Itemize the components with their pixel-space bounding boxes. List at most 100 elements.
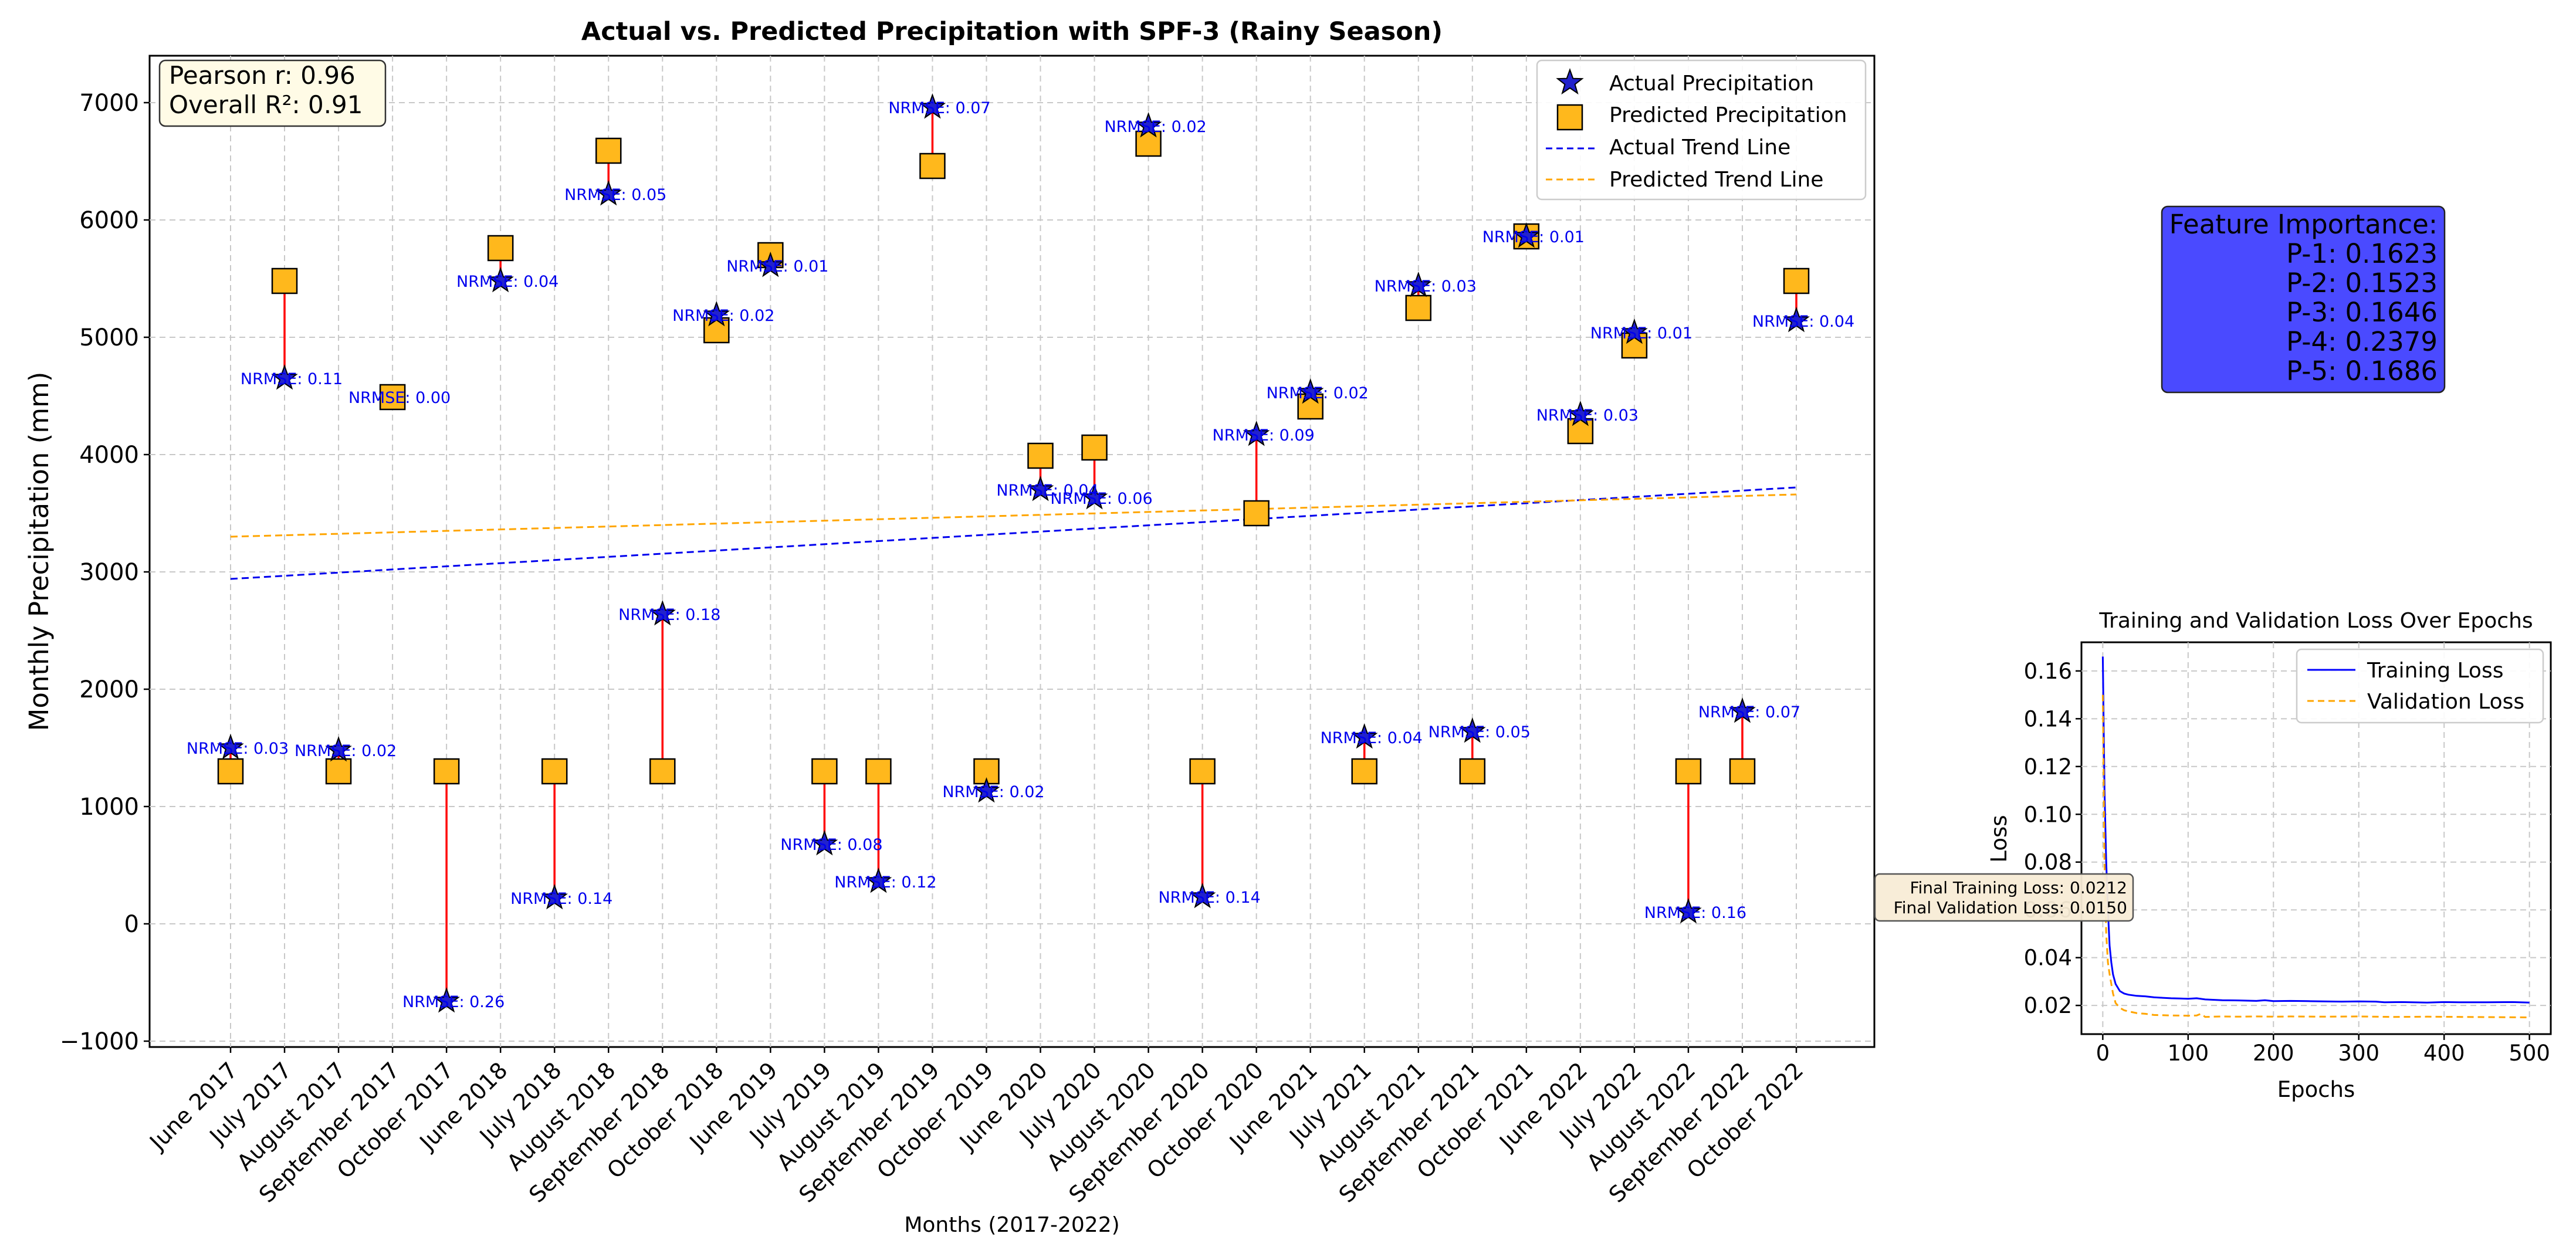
main-y-tick-label: 7000 <box>79 90 139 117</box>
actual-marker <box>1135 112 1162 138</box>
nrmse-label: NRMSE: 0.08 <box>780 836 882 854</box>
nrmse-label: NRMSE: 0.03 <box>187 740 289 758</box>
legend-actual-label: Actual Precipitation <box>1609 72 1814 96</box>
validation-loss-line <box>2101 694 2530 1018</box>
actual-marker <box>1297 378 1324 404</box>
nrmse-label: NRMSE: 0.26 <box>402 993 505 1011</box>
loss-chart: Training and Validation Loss Over Epochs… <box>1874 609 2552 1102</box>
feature-importance-item: P-5: 0.1686 <box>2286 355 2438 387</box>
feature-importance-background <box>2161 205 2446 394</box>
actual-marker <box>1404 272 1432 297</box>
actual-marker <box>1621 319 1648 344</box>
actual-marker <box>1729 697 1756 723</box>
nrmse-label: NRMSE: 0.04 <box>1321 729 1423 747</box>
feature-importance-item: P-1: 0.1623 <box>2286 238 2438 269</box>
final-loss-background <box>1874 873 2134 922</box>
loss-legend: Training Loss Validation Loss <box>2296 648 2544 724</box>
loss-y-tick-label: 0.16 <box>2024 659 2072 684</box>
feature-importance-item: P-3: 0.1646 <box>2286 297 2438 328</box>
nrmse-label: NRMSE: 0.01 <box>1590 324 1692 343</box>
predicted-trend-line <box>230 493 1797 538</box>
actual-marker <box>541 884 568 910</box>
loss-x-tick-label: 400 <box>2423 1041 2465 1066</box>
predicted-marker <box>325 758 352 785</box>
predicted-marker <box>595 137 622 164</box>
main-y-tick-label: 3000 <box>79 559 139 586</box>
nrmse-label: NRMSE: 0.01 <box>1482 228 1585 246</box>
main-chart: Actual vs. Predicted Precipitation with … <box>23 17 1876 1237</box>
actual-marker <box>1189 883 1216 909</box>
feature-importance-item: P-4: 0.2379 <box>2286 326 2438 357</box>
legend-predicted-label: Predicted Precipitation <box>1609 103 1847 127</box>
predicted-marker <box>1027 442 1054 469</box>
predicted-marker <box>865 758 892 785</box>
predicted-marker <box>217 758 244 785</box>
nrmse-label: NRMSE: 0.03 <box>1536 406 1639 425</box>
actual-marker <box>1513 222 1540 248</box>
actual-marker <box>1081 483 1108 510</box>
nrmse-label: NRMSE: 0.14 <box>1158 889 1260 907</box>
legend-actual-trend-label: Actual Trend Line <box>1609 135 1790 160</box>
legend-square-icon <box>1556 104 1583 131</box>
actual-marker <box>271 364 298 390</box>
loss-chart-title: Training and Validation Loss Over Epochs <box>2098 609 2533 633</box>
main-y-tick-label: 0 <box>124 911 139 938</box>
predicted-marker <box>541 758 568 785</box>
nrmse-label: NRMSE: 0.02 <box>942 783 1044 801</box>
predicted-marker <box>1081 434 1108 461</box>
pearson-r-text: Pearson r: 0.96 <box>169 61 356 90</box>
actual-markers <box>217 93 1810 1013</box>
actual-marker <box>649 600 676 626</box>
main-y-tick-label: −1000 <box>60 1028 139 1055</box>
actual-marker <box>1458 717 1486 743</box>
predicted-marker <box>1243 500 1270 527</box>
nrmse-label: NRMSE: 0.07 <box>1698 703 1800 721</box>
predicted-marker <box>1675 758 1702 785</box>
nrmse-label: NRMSE: 0.07 <box>888 99 990 117</box>
legend-predicted-trend-label: Predicted Trend Line <box>1609 168 1823 192</box>
nrmse-label: NRMSE: 0.04 <box>996 482 1098 500</box>
legend-training-label: Training Loss <box>2367 659 2503 683</box>
feature-importance-item: P-2: 0.1523 <box>2286 267 2438 299</box>
nrmse-label: NRMSE: 0.02 <box>1104 118 1206 136</box>
predicted-marker <box>1459 758 1486 785</box>
main-y-tick-label: 1000 <box>79 794 139 821</box>
nrmse-label: NRMSE: 0.02 <box>1267 384 1369 402</box>
legend-validation-label: Validation Loss <box>2367 690 2524 714</box>
main-y-ticks: −1000 0 1000 2000 3000 4000 5000 6000 7000 <box>60 90 150 1055</box>
loss-series <box>2101 656 2530 1018</box>
actual-marker <box>1243 421 1270 446</box>
actual-marker <box>703 301 730 327</box>
loss-x-tick-label: 300 <box>2338 1041 2379 1066</box>
main-legend-box <box>1536 59 1867 201</box>
feature-importance-title: Feature Importance: <box>2169 209 2438 240</box>
main-chart-title: Actual vs. Predicted Precipitation with … <box>581 17 1443 46</box>
nrmse-label: NRMSE: 0.16 <box>1644 904 1746 922</box>
predicted-marker <box>919 153 946 179</box>
predicted-marker <box>379 384 406 411</box>
trend-lines <box>230 486 1797 580</box>
predicted-marker <box>1135 130 1162 157</box>
predicted-marker <box>1729 758 1756 785</box>
predicted-marker <box>1405 294 1432 321</box>
loss-x-tick-label: 100 <box>2168 1041 2209 1066</box>
main-y-tick-label: 4000 <box>79 442 139 469</box>
nrmse-label: NRMSE: 0.02 <box>672 307 774 325</box>
actual-marker <box>487 267 514 293</box>
predicted-marker <box>1783 267 1810 294</box>
main-legend: Actual Precipitation Predicted Precipita… <box>1536 59 1867 201</box>
actual-marker <box>1350 723 1378 749</box>
training-loss-line <box>2101 656 2530 1004</box>
loss-x-tick-label: 200 <box>2253 1041 2294 1066</box>
nrmse-label: NRMSE: 0.05 <box>564 186 666 204</box>
loss-x-tick-label: 500 <box>2509 1041 2550 1066</box>
actual-marker <box>973 777 1000 803</box>
actual-marker <box>1027 476 1054 502</box>
nrmse-labels: NRMSE: 0.03 NRMSE: 0.11 NRMSE: 0.02 NRMSE: … <box>187 99 1854 1011</box>
predicted-marker <box>271 267 298 294</box>
feature-importance-box: Feature Importance: P-1: 0.1623 P-2: 0.1… <box>2161 205 2446 394</box>
final-training-loss-text: Final Training Loss: 0.0212 <box>1910 878 2127 897</box>
